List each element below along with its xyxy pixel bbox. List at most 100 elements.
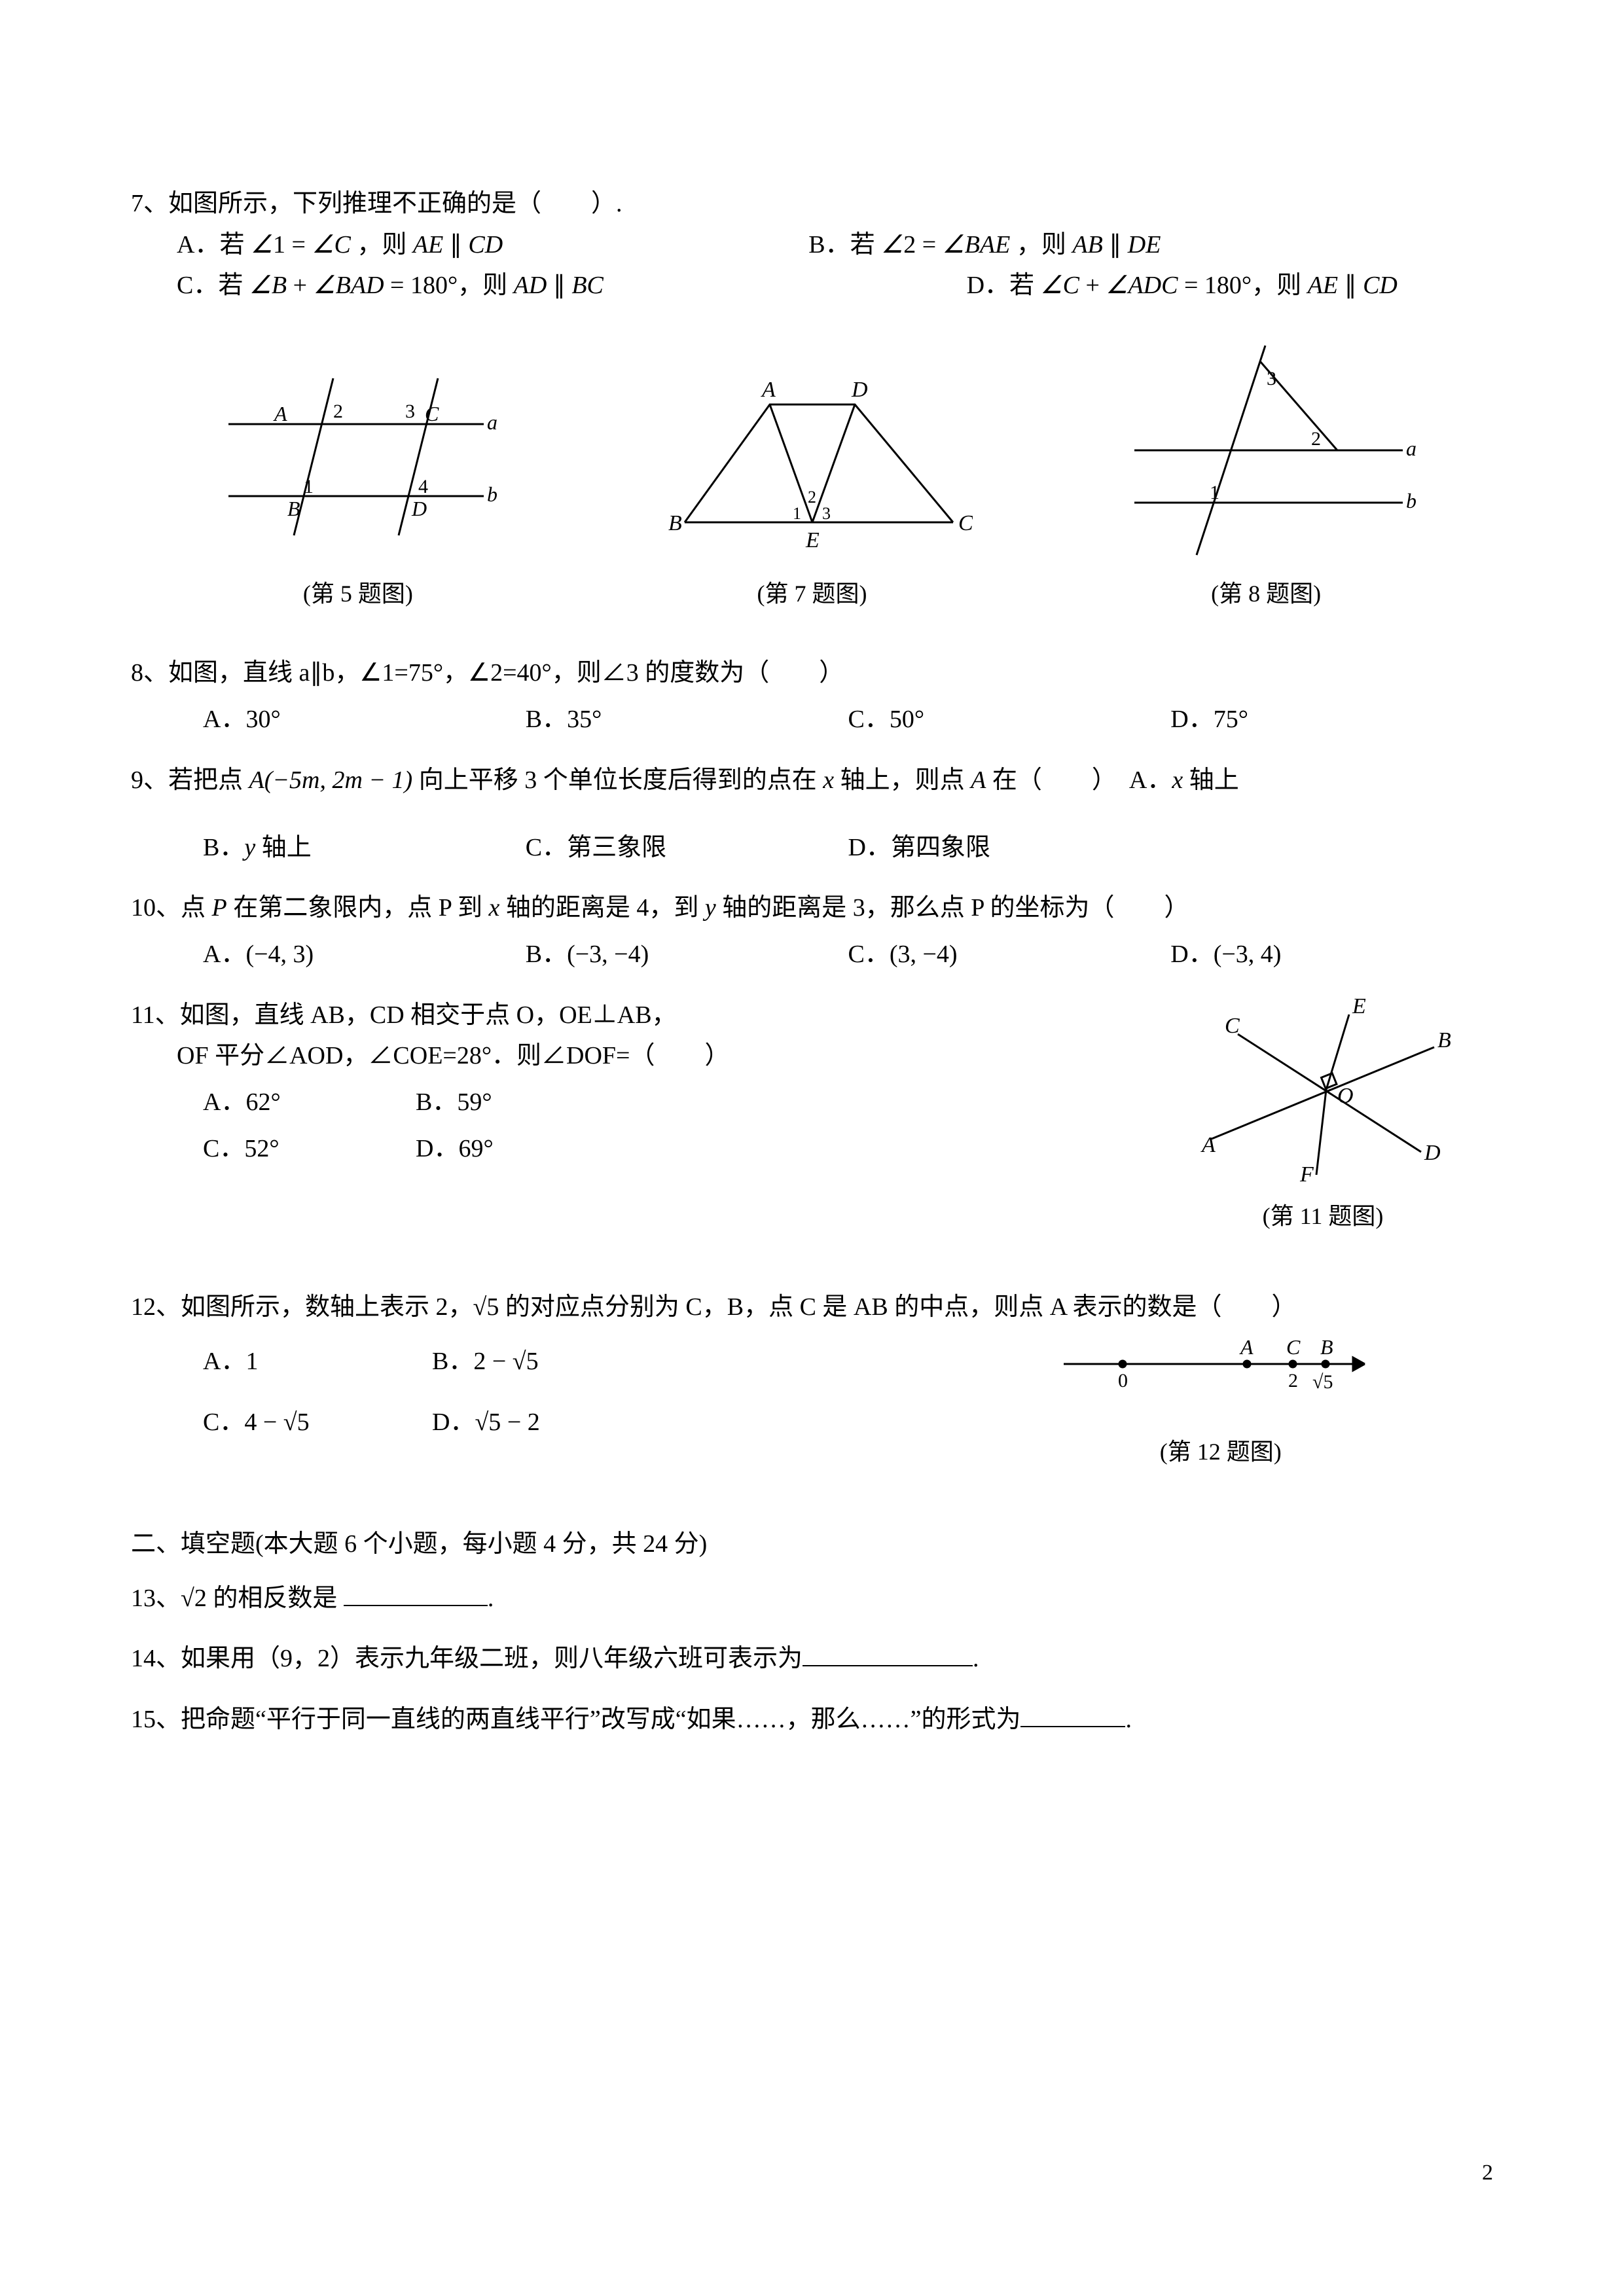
q15-pre: 15、把命题“平行于同一直线的两直线平行”改写成“如果……，那么……”的形式为 — [131, 1706, 1020, 1733]
q14-pre: 14、如果用（9，2）表示九年级二班，则八年级六班可表示为 — [131, 1645, 803, 1672]
figure-11-block: A B C D E F O (第 11 题图) — [1185, 988, 1460, 1236]
fig7-label-2: 2 — [808, 488, 816, 507]
question-13: 13、√2 的相反数是 . — [131, 1578, 1493, 1619]
fig5-label-3: 3 — [405, 401, 415, 422]
fig11-label-B: B — [1437, 1028, 1451, 1052]
question-10: 10、点 P 在第二象限内，点 P 到 x 轴的距离是 4，到 y 轴的距离是 … — [131, 888, 1493, 975]
fig8-label-3: 3 — [1267, 368, 1276, 389]
q11-opt-c: C．52° — [203, 1128, 416, 1170]
fig7-label-C: C — [958, 511, 973, 535]
q14-post: . — [973, 1645, 979, 1672]
figure-12-block: A C B 0 2 √5 (第 12 题图) — [948, 1328, 1493, 1471]
q10-opt-b: B．(−3, −4) — [526, 934, 848, 975]
q9-opt-a: A．x 轴上 — [1129, 766, 1239, 794]
q9-point: A(−5m, 2m − 1) — [249, 766, 413, 794]
question-9: 9、若把点 A(−5m, 2m − 1) 向上平移 3 个单位长度后得到的点在 … — [131, 760, 1493, 868]
q12-opt-b: B．2 − √5 — [432, 1341, 661, 1382]
q12-stem: 12、如图所示，数轴上表示 2，√5 的对应点分别为 C，B，点 C 是 AB … — [131, 1287, 1493, 1328]
q9-stem: 9、若把点 A(−5m, 2m − 1) 向上平移 3 个单位长度后得到的点在 … — [131, 760, 1493, 801]
fig8-label-a: a — [1406, 437, 1416, 460]
q14-blank — [803, 1643, 973, 1666]
q15-blank — [1020, 1704, 1125, 1727]
fig7-label-A: A — [761, 378, 776, 402]
q11-opt-b: B．59° — [416, 1082, 628, 1123]
q10-opt-d: D．(−3, 4) — [1170, 934, 1493, 975]
q9-stem-post: 向上平移 3 个单位长度后得到的点在 x 轴上，则点 A 在（ ） — [412, 766, 1104, 794]
q12-opt-a: A．1 — [203, 1341, 432, 1382]
q9-opt-b: B．y 轴上 — [203, 827, 526, 869]
q7-opt-c: C．若 ∠B + ∠BAD = 180°，则 AD ∥ BC — [177, 265, 967, 306]
figure-8: a b 1 2 3 — [1115, 332, 1422, 568]
question-7: 7、如图所示，下列推理不正确的是（ ）. A．若 ∠1 = ∠C ，则 AE ∥… — [131, 183, 1493, 306]
fig5-label-1: 1 — [304, 476, 314, 497]
q10-stem: 10、点 P 在第二象限内，点 P 到 x 轴的距离是 4，到 y 轴的距离是 … — [131, 888, 1493, 929]
q13-blank — [344, 1583, 488, 1606]
q11-opt-a: A．62° — [203, 1082, 416, 1123]
question-14: 14、如果用（9，2）表示九年级二班，则八年级六班可表示为. — [131, 1638, 1493, 1679]
q10-opt-c: C．(3, −4) — [848, 934, 1171, 975]
question-11: 11、如图，直线 AB，CD 相交于点 O，OE⊥AB， OF 平分∠AOD，∠… — [131, 995, 1493, 1170]
fig7-label-E: E — [805, 528, 820, 552]
q9-stem-pre: 9、若把点 — [131, 766, 249, 794]
fig5-label-B: B — [287, 497, 300, 520]
fig12-label-2: 2 — [1288, 1370, 1298, 1391]
q8-opt-d: D．75° — [1170, 699, 1493, 740]
page-number: 2 — [1482, 2155, 1493, 2191]
q8-opt-b: B．35° — [526, 699, 848, 740]
figure-7: A D B C E 1 2 3 — [645, 365, 973, 568]
fig5-label-A: A — [273, 402, 287, 425]
fig5-label-a: a — [487, 410, 497, 434]
q11-opt-d: D．69° — [416, 1128, 628, 1170]
q9-opt-d: D．第四象限 — [848, 827, 1171, 869]
fig5-label-D: D — [411, 497, 427, 520]
q8-stem: 8、如图，直线 a∥b，∠1=75°，∠2=40°，则∠3 的度数为（ ） — [131, 653, 1493, 694]
figure-caption-row: (第 5 题图) (第 7 题图) (第 8 题图) — [131, 575, 1493, 613]
q13-pre: 13、√2 的相反数是 — [131, 1585, 344, 1612]
q8-opt-c: C．50° — [848, 699, 1171, 740]
fig11-label-D: D — [1424, 1141, 1441, 1165]
fig12-label-r5: √5 — [1312, 1371, 1333, 1393]
fig11-label-O: O — [1337, 1084, 1354, 1108]
q12-opt-d: D．√5 − 2 — [432, 1402, 661, 1443]
q7-opt-a: A．若 ∠1 = ∠C ，则 AE ∥ CD — [177, 224, 808, 266]
fig8-label-2: 2 — [1311, 428, 1321, 450]
fig12-caption: (第 12 题图) — [948, 1433, 1493, 1471]
fig7-caption: (第 7 题图) — [757, 575, 867, 613]
fig5-caption: (第 5 题图) — [303, 575, 413, 613]
q13-post: . — [488, 1585, 494, 1612]
q7-stem: 7、如图所示，下列推理不正确的是（ ）. — [131, 183, 1493, 224]
question-8: 8、如图，直线 a∥b，∠1=75°，∠2=40°，则∠3 的度数为（ ） A．… — [131, 653, 1493, 740]
fig12-label-C: C — [1286, 1335, 1301, 1359]
figure-5: A B C D a b 1 2 3 4 — [202, 365, 503, 568]
q8-opt-a: A．30° — [203, 699, 526, 740]
fig7-label-D: D — [851, 378, 868, 402]
fig12-label-B: B — [1320, 1335, 1333, 1359]
fig11-label-A: A — [1200, 1133, 1216, 1157]
q7-opt-b: B．若 ∠2 = ∠BAE ，则 AB ∥ DE — [808, 224, 1493, 266]
fig11-label-F: F — [1299, 1162, 1314, 1185]
fig5-label-2: 2 — [333, 401, 343, 422]
fig7-label-3: 3 — [822, 504, 831, 523]
fig7-label-B: B — [668, 511, 682, 535]
fig11-label-E: E — [1352, 994, 1366, 1018]
fig8-label-1: 1 — [1210, 482, 1219, 503]
fig11-label-C: C — [1225, 1014, 1240, 1038]
fig5-label-4: 4 — [418, 476, 428, 497]
figure-12: A C B 0 2 √5 — [1051, 1328, 1391, 1400]
figure-row: A B C D a b 1 2 3 4 A — [131, 332, 1493, 568]
fig5-label-C: C — [425, 402, 439, 425]
question-12: 12、如图所示，数轴上表示 2，√5 的对应点分别为 C，B，点 C 是 AB … — [131, 1287, 1493, 1471]
q9-opt-c: C．第三象限 — [526, 827, 848, 869]
q10-opt-a: A．(−4, 3) — [203, 934, 526, 975]
figure-11: A B C D E F O — [1185, 988, 1460, 1185]
section-2-title: 二、填空题(本大题 6 个小题，每小题 4 分，共 24 分) — [131, 1524, 1493, 1565]
fig12-label-0: 0 — [1118, 1370, 1128, 1391]
fig11-caption: (第 11 题图) — [1185, 1197, 1460, 1236]
question-15: 15、把命题“平行于同一直线的两直线平行”改写成“如果……，那么……”的形式为. — [131, 1699, 1493, 1740]
fig5-label-b: b — [487, 482, 497, 506]
fig7-label-1: 1 — [793, 504, 801, 523]
q15-post: . — [1125, 1706, 1132, 1733]
fig12-label-A: A — [1239, 1335, 1254, 1359]
fig8-caption: (第 8 题图) — [1211, 575, 1321, 613]
q12-opt-c: C．4 − √5 — [203, 1402, 432, 1443]
